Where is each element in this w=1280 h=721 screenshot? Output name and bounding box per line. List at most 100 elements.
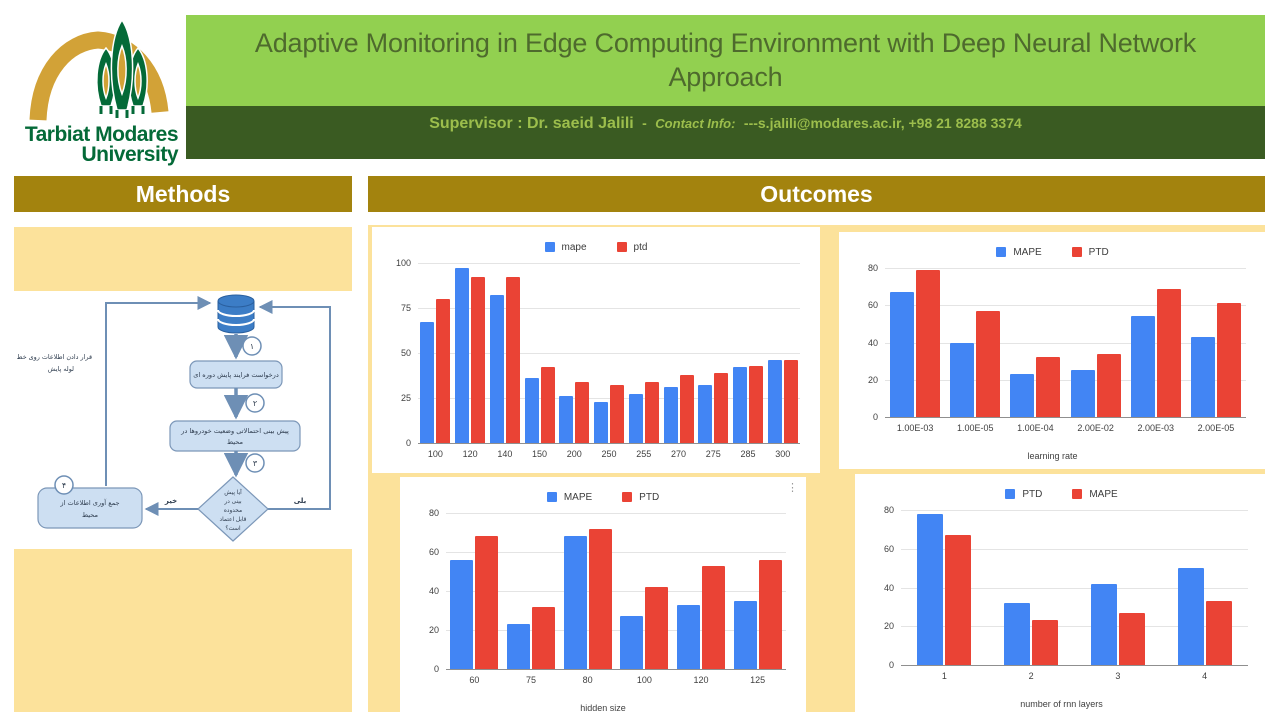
x-tick-label: 1.00E-03 — [896, 423, 934, 433]
methods-section-header: Methods — [14, 176, 352, 212]
y-tick-label: 60 — [428, 547, 439, 557]
legend-swatch — [996, 247, 1007, 257]
feedback-left-connector — [105, 296, 212, 486]
gridline — [418, 398, 800, 399]
chart-legend: PTD MAPE — [855, 474, 1268, 503]
y-tick-label: 20 — [867, 374, 878, 385]
y-tick-label: 80 — [428, 508, 439, 518]
bar-group: 120 — [453, 263, 488, 459]
outcomes-section-header: Outcomes — [368, 176, 1265, 212]
poster-title: Adaptive Monitoring in Edge Computing En… — [254, 27, 1197, 92]
gridline — [418, 353, 800, 354]
bar-mape — [1205, 601, 1232, 665]
bar-ptd — [1177, 568, 1204, 665]
decision-diamond — [197, 476, 269, 542]
gridline — [446, 513, 786, 514]
y-tick-label: 75 — [400, 303, 411, 313]
y-tick-label: 40 — [428, 586, 439, 596]
bar-group: 200 — [557, 263, 592, 459]
x-tick-label: 3 — [1115, 671, 1121, 681]
no-label: خیر — [164, 497, 177, 505]
gridline — [418, 263, 800, 264]
x-tick-label: 2 — [1028, 671, 1034, 681]
x-tick-label: 250 — [601, 449, 617, 459]
x-tick-label: 2.00E-03 — [1137, 423, 1175, 433]
bar-mape — [620, 616, 644, 669]
bar-group: 125 — [729, 513, 786, 685]
legend-swatch — [546, 492, 557, 502]
chart-window-values: mape ptd 0 25 50 75 100 100 120 140 150 200 250 255 2… — [372, 227, 820, 473]
bar-mape — [1010, 374, 1035, 417]
bar-group: 3 — [1075, 510, 1162, 681]
university-logo-icon — [29, 18, 169, 121]
legend-item: PTD — [1071, 246, 1109, 258]
decision-line2: بینی در — [223, 499, 242, 505]
bar-ptd — [505, 277, 520, 443]
legend-swatch — [616, 242, 627, 252]
bar-mape — [559, 396, 574, 443]
legend-label: PTD — [639, 491, 660, 503]
chart-xlabel: hidden size — [580, 703, 626, 713]
bar-ptd — [1156, 288, 1181, 417]
legend-label: MAPE — [1089, 488, 1118, 500]
bar-ptd — [916, 269, 941, 417]
gridline — [885, 379, 1246, 381]
y-tick-label: 20 — [883, 621, 894, 632]
step-number-badge-1 — [242, 336, 262, 356]
legend-swatch — [544, 242, 555, 252]
x-tick-label: 125 — [750, 675, 766, 685]
bar-mape — [663, 387, 678, 443]
university-name-line2: University — [81, 142, 178, 166]
gridline — [885, 268, 1246, 269]
methods-panel-bottom — [14, 549, 352, 712]
chart-legend: MAPE PTD — [839, 232, 1266, 261]
bar-group: 80 — [559, 513, 616, 685]
chart-xlabel: learning rate — [1027, 451, 1078, 461]
bar-group: 150 — [522, 263, 557, 459]
y-tick-label: 25 — [400, 393, 411, 403]
bar-ptd — [1036, 357, 1061, 417]
gridline — [446, 630, 786, 631]
bar-mape — [945, 535, 972, 665]
bar-mape — [1190, 336, 1215, 417]
bar-ptd — [1004, 603, 1031, 665]
legend-label: PTD — [1022, 488, 1043, 500]
chart-legend: mape ptd — [372, 227, 820, 256]
outcomes-label: Outcomes — [760, 180, 873, 207]
gridline — [901, 510, 1248, 511]
bar-group: 1.00E-03 — [885, 268, 945, 433]
step-predict-label-line1: پیش بینی احتمالاتی وضعیت خودروها در — [180, 427, 289, 435]
bar-group: 1.00E-04 — [1005, 268, 1065, 433]
poster-title-bar: Adaptive Monitoring in Edge Computing En… — [186, 15, 1265, 106]
bar-group: 250 — [592, 263, 627, 459]
legend-label: PTD — [1088, 246, 1109, 258]
y-tick-label: 60 — [867, 300, 878, 311]
gridline — [901, 587, 1248, 589]
y-tick-label: 80 — [867, 263, 878, 273]
step-predict-label-line2: محیط — [227, 438, 243, 446]
chart-plot: 0 20 40 60 80 1 2 3 4 — [884, 505, 1248, 681]
bar-group: 2.00E-02 — [1066, 268, 1126, 433]
bar-group: 275 — [696, 263, 731, 459]
bar-group: 140 — [487, 263, 522, 459]
supervisor-bar: Supervisor : Dr. saeid Jalili - Contact … — [186, 106, 1265, 159]
bar-ptd — [540, 367, 555, 443]
chart-menu-icon[interactable]: ⋮ — [787, 482, 798, 494]
chart-plot: 0 20 40 60 80 60 75 80 100 120 125 — [429, 508, 786, 685]
bar-mape — [524, 378, 539, 443]
x-tick-label: 80 — [582, 675, 593, 685]
bar-mape — [767, 360, 782, 443]
step-number-3: ۳ — [253, 459, 258, 468]
y-tick-label: 0 — [405, 438, 411, 448]
bar-ptd — [976, 310, 1001, 417]
bar-ptd — [645, 587, 669, 669]
x-tick-label: 60 — [469, 675, 480, 685]
legend-item: MAPE — [546, 492, 592, 503]
collect-label-line1: جمع آوری اطلاعات از — [59, 498, 119, 507]
y-tick-label: 40 — [883, 582, 894, 593]
bar-ptd — [702, 565, 726, 669]
collect-label-line2: محیط — [82, 511, 98, 519]
contact-info-label: Contact Info: — [655, 116, 736, 131]
contact-info-value: ---s.jalili@modares.ac.ir, +98 21 8288 3… — [743, 115, 1022, 131]
chart-legend: MAPE PTD — [400, 477, 806, 506]
